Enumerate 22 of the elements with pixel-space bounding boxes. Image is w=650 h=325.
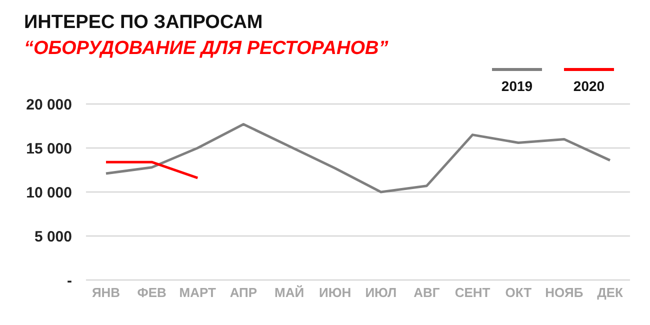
x-tick-label: АПР bbox=[230, 285, 258, 300]
x-tick-label: ИЮН bbox=[319, 285, 352, 300]
x-tick-label: МАЙ bbox=[274, 285, 304, 300]
x-tick-label: ФЕВ bbox=[137, 285, 166, 300]
x-tick-label: НОЯБ bbox=[545, 285, 584, 300]
line-series bbox=[104, 122, 612, 194]
y-tick-label: - bbox=[67, 272, 72, 290]
chart-subtitle: “ОБОРУДОВАНИЕ ДЛЯ РЕСТОРАНОВ” bbox=[24, 38, 388, 60]
x-tick-label: ИЮЛ bbox=[365, 285, 397, 300]
x-tick-label: АВГ bbox=[414, 285, 440, 300]
y-tick-label: 5 000 bbox=[34, 228, 72, 246]
x-tick-label: ЯНВ bbox=[92, 285, 120, 300]
x-tick-label: МАРТ bbox=[179, 285, 216, 300]
legend-label: 2019 bbox=[501, 78, 533, 94]
legend-label: 2020 bbox=[573, 78, 605, 94]
x-tick-label: ДЕК bbox=[597, 285, 623, 300]
y-tick-label: 20 000 bbox=[26, 96, 72, 114]
y-tick-label: 15 000 bbox=[26, 140, 72, 158]
y-tick-label: 10 000 bbox=[26, 184, 72, 202]
x-tick-label: СЕНТ bbox=[454, 285, 490, 300]
x-tick-label: ОКТ bbox=[505, 285, 532, 300]
chart-title: ИНТЕРЕС ПО ЗАПРОСАМ bbox=[24, 12, 263, 34]
